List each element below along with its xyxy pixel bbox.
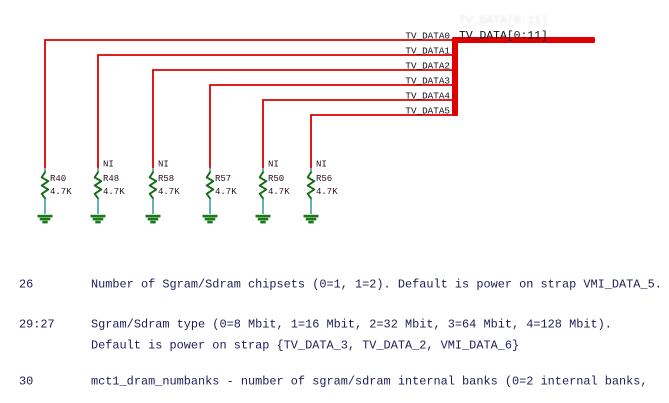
svg-text:TV_DATA1: TV_DATA1 — [405, 46, 450, 57]
svg-text:TV_DATA4: TV_DATA4 — [405, 91, 450, 102]
svg-text:NI: NI — [103, 160, 114, 170]
svg-text:NI: NI — [316, 160, 327, 170]
svg-text:R48: R48 — [103, 174, 119, 184]
svg-text:TV_DATA[0:11]: TV_DATA[0:11] — [459, 16, 548, 28]
svg-text:4.7K: 4.7K — [50, 187, 72, 197]
svg-text:4.7K: 4.7K — [215, 187, 237, 197]
svg-text:NI: NI — [268, 160, 279, 170]
svg-text:TV_DATA0: TV_DATA0 — [405, 31, 450, 42]
svg-text:NI: NI — [158, 160, 169, 170]
svg-text:TV_DATA[0:11]: TV_DATA[0:11] — [459, 31, 548, 43]
svg-text:R40: R40 — [50, 174, 66, 184]
svg-text:4.7K: 4.7K — [316, 187, 338, 197]
svg-text:R57: R57 — [215, 174, 231, 184]
svg-text:Number of Sgram/Sdram chipsets: Number of Sgram/Sdram chipsets (0=1, 1=2… — [91, 278, 662, 292]
svg-text:TV_DATA3: TV_DATA3 — [405, 76, 450, 87]
svg-text:TV_DATA5: TV_DATA5 — [405, 106, 450, 117]
svg-text:4.7K: 4.7K — [103, 187, 125, 197]
svg-text:R58: R58 — [158, 174, 174, 184]
svg-text:4.7K: 4.7K — [268, 187, 290, 197]
svg-text:mct1_dram_numbanks - number of: mct1_dram_numbanks - number of sgram/sdr… — [91, 375, 648, 389]
svg-text:Default is power on strap {TV_: Default is power on strap {TV_DATA_3, TV… — [91, 339, 519, 353]
svg-text:26: 26 — [19, 278, 33, 292]
svg-text:R56: R56 — [316, 174, 332, 184]
svg-text:R50: R50 — [268, 174, 284, 184]
svg-text:29:27: 29:27 — [19, 318, 55, 332]
svg-text:TV_DATA2: TV_DATA2 — [405, 61, 450, 72]
svg-text:30: 30 — [19, 375, 33, 389]
svg-text:4.7K: 4.7K — [158, 187, 180, 197]
svg-text:Sgram/Sdram type (0=8 Mbit, 1=: Sgram/Sdram type (0=8 Mbit, 1=16 Mbit, 2… — [91, 318, 612, 332]
